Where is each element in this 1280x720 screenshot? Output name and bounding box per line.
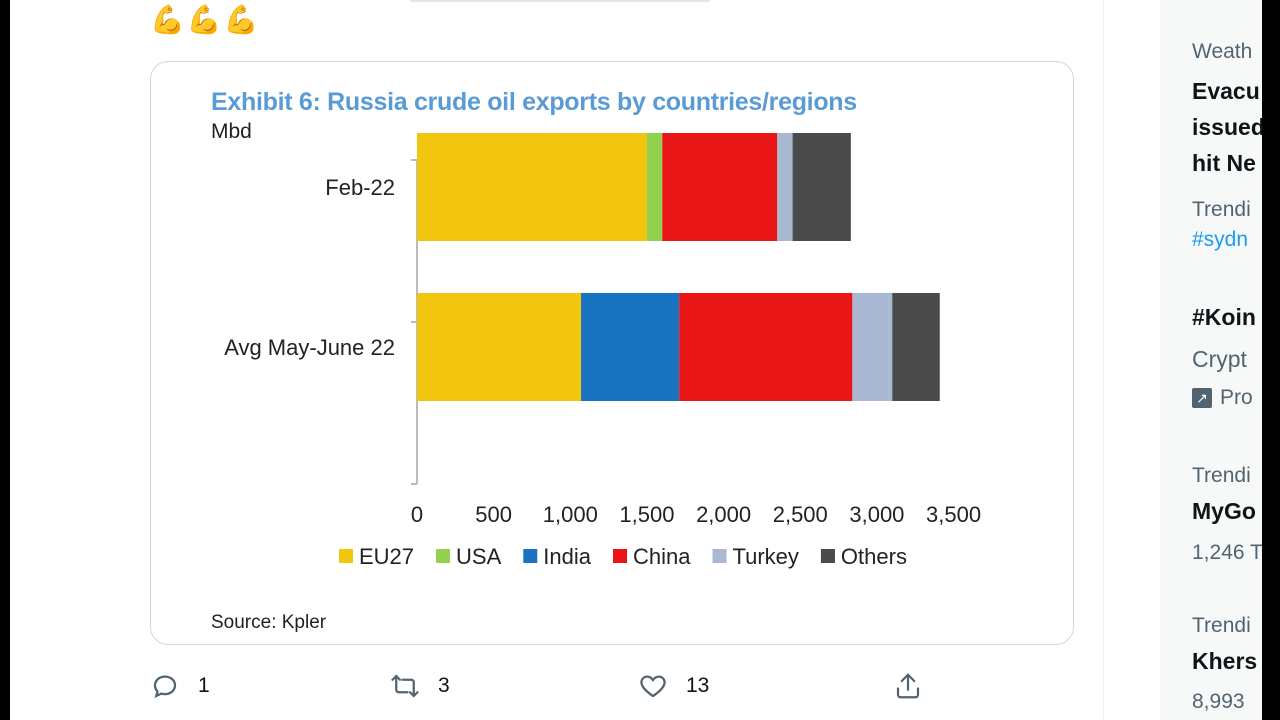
bar-segment-eu27 [417,133,647,241]
legend-label: USA [456,544,502,569]
category-label: Avg May-June 22 [224,335,395,360]
legend-swatch [339,549,353,563]
trend-headline[interactable]: #Koin [1192,304,1256,330]
legend-swatch [820,549,835,563]
legend-swatch [613,549,628,563]
legend-label: EU27 [359,544,414,569]
share-button[interactable] [893,664,923,708]
legend-label: Turkey [733,544,799,569]
bar-segment-china [679,293,853,401]
bar-segment-china [662,133,778,241]
trend-headline-line[interactable]: issued [1192,114,1262,140]
trend-category: Trendi [1192,614,1251,637]
flexed-biceps-emojis: 💪💪💪 [150,4,261,35]
trend-hashtag[interactable]: #sydn [1192,228,1249,251]
like-count: 13 [686,674,710,697]
trend-tweet-count: 1,246 T [1192,541,1262,564]
legend-label: China [633,544,691,569]
x-tick-label: 3,000 [849,502,904,527]
trend-description: Crypt [1192,346,1247,372]
x-tick-label: 1,500 [619,502,674,527]
retweet-count: 3 [438,674,450,697]
reply-count: 1 [198,674,210,697]
legend-label: India [543,544,591,569]
trends-sidebar: Weath Evacu issued hit Ne Trendi #sydn #… [1160,0,1262,720]
stacked-bar-chart: Feb-22 Avg May-June 22 0 500 1,000 1,500 2,000… [224,133,981,569]
x-tick-label: 2,000 [696,502,751,527]
bar-segment-turkey [777,133,793,241]
trend-headline[interactable]: Khers [1192,648,1258,674]
x-tick-label: 2,500 [773,502,828,527]
legend-swatch [523,549,538,563]
chart-title: Exhibit 6: Russia crude oil exports by c… [211,88,857,116]
trend-headline[interactable]: MyGo [1192,498,1256,524]
legend-swatch [436,549,451,563]
reply-icon [153,675,177,699]
trend-category: Trendi [1192,198,1251,221]
left-black-border [0,0,10,720]
trend-category: Trendi [1192,464,1251,487]
column-divider [1103,0,1104,720]
heart-icon [640,675,666,698]
retweet-button[interactable]: 3 [390,664,450,708]
promoted-icon: ↗ [1192,388,1212,409]
x-tick-label: 1,000 [543,502,598,527]
x-tick-label: 3,500 [926,502,981,527]
chart-source: Source: Kpler [211,612,327,633]
x-tick-label: 500 [475,502,512,527]
legend-swatch [712,549,727,563]
trend-headline-line[interactable]: hit Ne [1192,150,1256,176]
tweet-action-bar: 1 3 13 [0,664,1100,708]
bar-segment-others [792,133,851,241]
trend-headline-line[interactable]: Evacu [1192,78,1260,104]
bar-segment-india [581,293,680,401]
chart-unit-label: Mbd [211,120,252,143]
reply-button[interactable]: 1 [150,664,210,708]
trend-tweet-count: 8,993 [1192,690,1245,713]
right-black-border [1262,0,1280,720]
share-icon [896,673,920,699]
retweet-icon [391,674,419,698]
trend-category: Weath [1192,40,1253,63]
bar-segment-turkey [852,293,893,401]
like-button[interactable]: 13 [638,664,709,708]
chart-image-card[interactable]: Exhibit 6: Russia crude oil exports by c… [150,61,1074,645]
previous-media-edge [410,0,710,2]
bar-segment-usa [646,133,663,241]
category-label: Feb-22 [325,175,395,200]
legend-label: Others [841,544,907,569]
x-tick-label: 0 [411,502,423,527]
bar-segment-others [892,293,940,401]
bar-segment-eu27 [417,293,582,401]
promoted-label: ↗ Pro [1192,386,1253,410]
